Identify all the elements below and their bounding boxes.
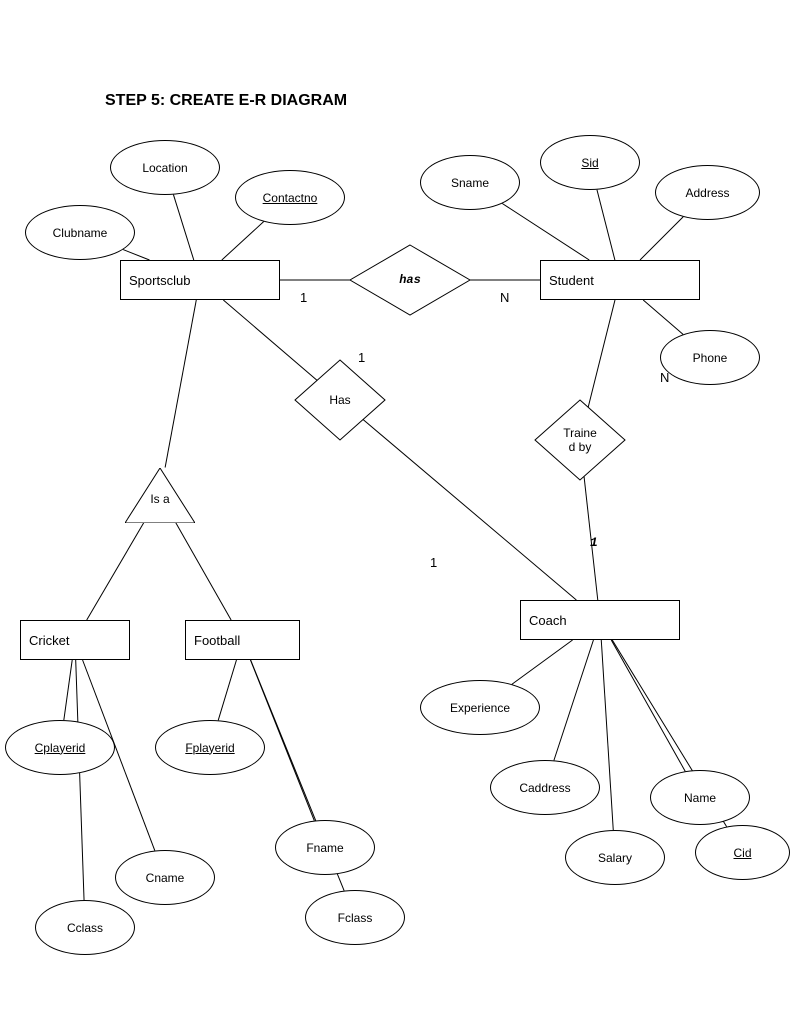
- diagram-title: STEP 5: CREATE E-R DIAGRAM: [105, 92, 347, 110]
- attr-cplayerid: Cplayerid: [5, 720, 115, 775]
- attr-phone: Phone: [660, 330, 760, 385]
- attr-cclass: Cclass: [35, 900, 135, 955]
- cardinality: 1: [300, 290, 307, 305]
- cardinality: 1: [358, 350, 365, 365]
- attr-cid: Cid: [695, 825, 790, 880]
- attr-location: Location: [110, 140, 220, 195]
- entity-football: Football: [185, 620, 300, 660]
- cardinality: N: [660, 370, 669, 385]
- cardinality: 1: [430, 555, 437, 570]
- attr-clubname: Clubname: [25, 205, 135, 260]
- attr-caddress: Caddress: [490, 760, 600, 815]
- attr-address: Address: [655, 165, 760, 220]
- attr-sid: Sid: [540, 135, 640, 190]
- cardinality: N: [500, 290, 509, 305]
- attr-cname: Cname: [115, 850, 215, 905]
- attr-fplayerid: Fplayerid: [155, 720, 265, 775]
- entity-coach: Coach: [520, 600, 680, 640]
- attr-name: Name: [650, 770, 750, 825]
- attr-experience: Experience: [420, 680, 540, 735]
- cardinality: 1: [590, 535, 598, 550]
- attr-fclass: Fclass: [305, 890, 405, 945]
- isa-node: Is a: [125, 468, 195, 528]
- attr-fname: Fname: [275, 820, 375, 875]
- attr-sname: Sname: [420, 155, 520, 210]
- entity-sportsclub: Sportsclub: [120, 260, 280, 300]
- entity-cricket: Cricket: [20, 620, 130, 660]
- er-diagram-canvas: STEP 5: CREATE E-R DIAGRAM Sportsclub St…: [0, 0, 800, 1035]
- entity-student: Student: [540, 260, 700, 300]
- attr-salary: Salary: [565, 830, 665, 885]
- attr-contactno: Contactno: [235, 170, 345, 225]
